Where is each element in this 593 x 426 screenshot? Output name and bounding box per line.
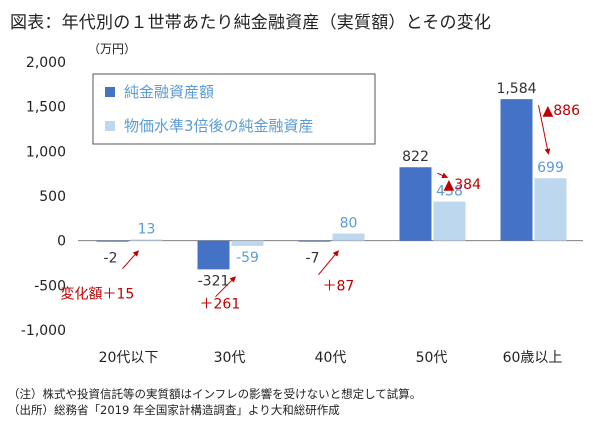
bar-series2 (534, 178, 567, 241)
x-tick-label: 40代 (315, 350, 347, 366)
change-arrow (215, 276, 236, 298)
legend-label-series1: 純金融資産額 (124, 83, 214, 101)
bar-series2 (332, 233, 365, 241)
data-label-series1: -7 (306, 251, 320, 267)
change-arrow (318, 250, 339, 275)
data-label-series2: 438 (436, 184, 463, 200)
bar-series2 (433, 201, 466, 241)
change-label: ＋261 (200, 297, 241, 313)
legend-swatch-series1 (105, 87, 115, 97)
x-tick-label: 50代 (416, 350, 448, 366)
bar-series1 (500, 99, 533, 241)
y-tick-label: -1,000 (21, 323, 66, 339)
change-arrow (437, 172, 449, 179)
legend-box (92, 73, 376, 145)
bar-series1 (399, 167, 432, 241)
footnotes: （注）株式や投資信託等の実質額はインフレの影響を受けないと想定して試算。 （出所… (8, 386, 421, 418)
data-label-series1: -321 (198, 273, 230, 289)
x-tick-label: 60歳以上 (503, 350, 563, 366)
data-label-series2: 699 (537, 160, 564, 176)
y-tick-label: 2,000 (26, 55, 66, 71)
data-label-series2: 80 (340, 216, 358, 232)
bar-chart: -1,000 -500 0 500 1,000 1,500 2,000 -2 13 20代以下 -3… (21, 55, 583, 366)
data-label-series1: -2 (104, 251, 118, 267)
legend-label-series2: 物価水準3倍後の純金融資産 (124, 117, 314, 135)
change-label: 変化額＋15 (61, 286, 135, 303)
data-label-series1: 822 (402, 149, 429, 165)
y-tick-label: 1,500 (26, 100, 66, 116)
y-tick-label: 500 (39, 189, 66, 205)
data-label-series2: -59 (236, 250, 259, 266)
change-arrow (538, 105, 551, 155)
bar-series2 (231, 240, 264, 246)
data-label-series1: 1,584 (496, 81, 536, 97)
y-tick-label: -500 (34, 278, 66, 294)
y-tick-label: 0 (57, 234, 66, 250)
x-tick-label: 20代以下 (99, 350, 159, 366)
bar-series1 (298, 240, 331, 242)
change-label: ▲384 (444, 177, 482, 193)
legend-swatch-series2 (105, 121, 115, 131)
source-text: （出所）総務省「2019 年全国家計構造調査」より大和総研作成 (8, 403, 340, 417)
x-tick-label: 30代 (214, 350, 246, 366)
change-arrow (122, 250, 139, 269)
bar-series1 (197, 240, 230, 270)
change-label: ▲886 (543, 103, 581, 119)
y-tick-label: 1,000 (26, 144, 66, 160)
bar-series1 (96, 240, 129, 242)
chart-title: 図表：年代別の１世帯あたり純金融資産（実質額）とその変化 (10, 13, 492, 33)
change-label: ＋87 (323, 279, 355, 295)
note-text: （注）株式や投資信託等の実質額はインフレの影響を受けないと想定して試算。 (8, 387, 422, 401)
data-label-series2: 13 (138, 222, 156, 238)
bar-series2 (130, 239, 163, 241)
y-axis-unit: （万円） (88, 42, 137, 56)
